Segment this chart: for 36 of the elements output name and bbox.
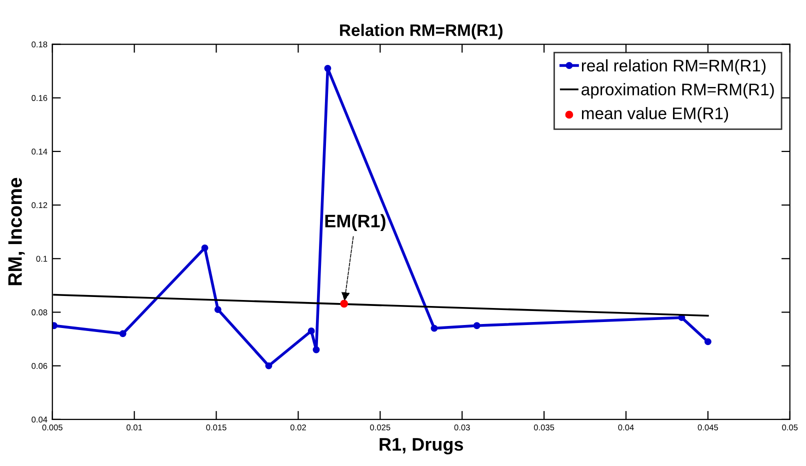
point xyxy=(473,322,480,330)
y-tick-label: 0.14 xyxy=(32,148,48,155)
chart-title: Relation RM=RM(R1) xyxy=(340,24,502,40)
point xyxy=(119,330,126,338)
x-tick-label: 0.015 xyxy=(206,424,226,430)
x-tick-label: 0.035 xyxy=(534,424,554,430)
y-tick-label: 0.18 xyxy=(32,41,48,48)
point xyxy=(704,338,712,346)
x-tick-label: 0.04 xyxy=(618,424,634,430)
y-tick-label: 0.1 xyxy=(36,256,48,262)
x-tick-label: 0.045 xyxy=(698,424,718,430)
point xyxy=(430,324,438,332)
y-tick-label: 0.16 xyxy=(32,95,48,101)
x-tick-label: 0.025 xyxy=(370,424,390,430)
y-axis-title: RM, Income xyxy=(8,178,25,286)
x-tick-label: 0.03 xyxy=(454,424,470,430)
legend-label: mean value EM(R1) xyxy=(582,107,728,123)
x-tick-label: 0.05 xyxy=(782,424,798,430)
y-tick-label: 0.04 xyxy=(32,416,48,422)
y-tick-label: 0.06 xyxy=(32,363,48,369)
legend-label: aproximation RM=RM(R1) xyxy=(582,83,774,99)
legend-label: real relation RM=RM(R1) xyxy=(582,59,766,75)
point xyxy=(308,328,315,334)
y-tick-label: 0.08 xyxy=(32,309,48,316)
point xyxy=(265,362,272,370)
y-tick-label: 0.12 xyxy=(32,202,48,208)
x-tick-label: 0.01 xyxy=(126,424,142,430)
annotation: EM(R1) xyxy=(325,214,386,232)
x-tick-label: 0.005 xyxy=(42,424,62,430)
point xyxy=(340,300,348,308)
x-axis-title: R1, Drugs xyxy=(380,438,464,454)
x-tick-label: 0.02 xyxy=(290,424,306,430)
point xyxy=(312,346,320,354)
point xyxy=(324,64,332,72)
point xyxy=(214,306,222,314)
point xyxy=(201,244,208,252)
